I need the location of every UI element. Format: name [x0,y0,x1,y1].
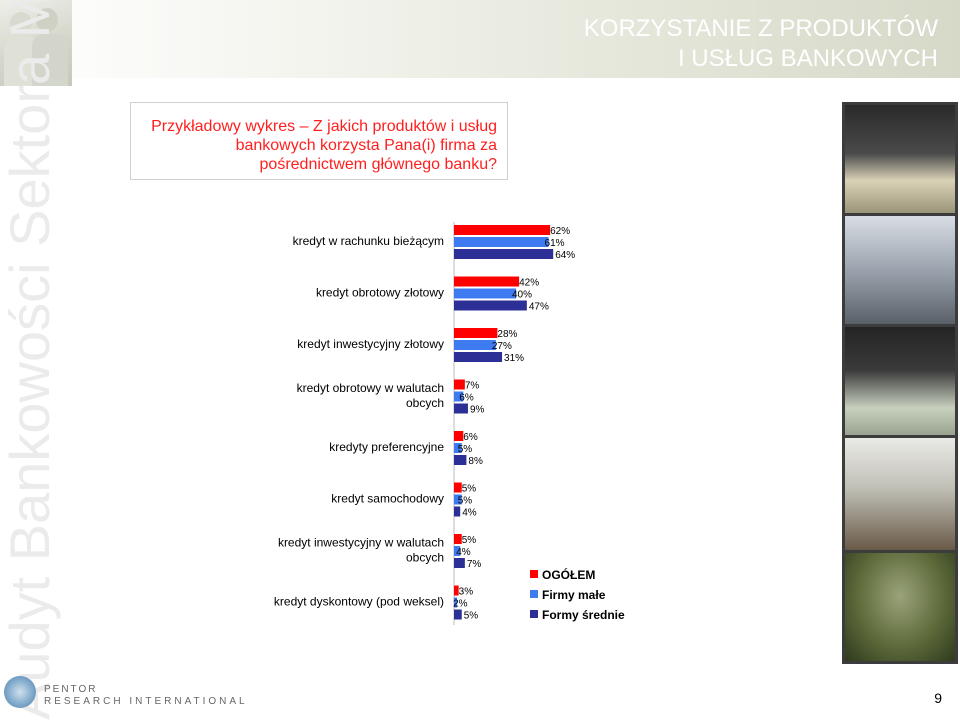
question-text: Przykładowy wykres – Z jakich produktów … [151,118,497,173]
bar [454,403,468,414]
bar [454,597,458,608]
data-label: 4% [462,508,477,519]
bar [454,455,467,465]
legend-item: OGÓŁEM [530,567,625,587]
photo-man-face [845,553,955,661]
data-label: 27% [492,341,512,352]
data-label: 5% [462,484,477,495]
bar [454,585,459,596]
bar [454,379,465,390]
header-band [0,0,960,78]
legend-label: OGÓŁEM [542,568,596,582]
bar [454,443,462,453]
data-label: 7% [465,381,480,392]
data-label: 6% [459,393,474,404]
bar [454,431,464,441]
bar [454,340,496,350]
bar [454,506,461,517]
data-label: 3% [459,587,474,598]
bar [454,237,549,247]
bar [454,276,520,287]
bar [454,558,465,568]
data-label: 28% [497,329,517,340]
legend-label: Formy średnie [542,608,625,622]
legend-swatch [530,570,538,578]
data-label: 64% [555,250,575,261]
bar [454,546,461,556]
category-label: kredyt inwestycyjny złotowy [297,337,444,351]
data-label: 9% [470,405,485,416]
data-label: 2% [453,599,468,610]
category-label: kredyt obrotowy złotowy [316,286,444,300]
data-label: 47% [529,302,549,313]
page-title-line1: KORZYSTANIE Z PRODUKTÓW [583,15,938,42]
page-title-line2: I USŁUG BANKOWYCH [677,45,938,72]
logo-text-line1: PENTOR [44,684,98,695]
legend-swatch [530,590,538,598]
category-label: kredyt dyskontowy (pod weksel) [274,595,444,609]
bar [454,391,464,402]
photo-strip [842,102,958,664]
data-label: 8% [468,456,483,467]
data-label: 61% [545,238,565,249]
data-label: 4% [456,547,471,558]
bar [454,249,554,259]
bar [454,494,462,505]
data-label: 5% [458,444,473,455]
photo-hands-banknotes [845,327,955,435]
data-label: 62% [550,226,570,237]
legend-swatch [530,610,538,618]
category-label: kredyt inwestycyjny w walutach obcych [278,536,444,565]
category-label: kredyty preferencyjne [329,440,444,454]
legend-label: Firmy małe [542,588,606,602]
data-label: 31% [504,353,524,364]
bar [454,534,462,544]
data-label: 6% [463,432,478,443]
bar [454,225,551,235]
data-label: 5% [464,611,479,622]
bar [454,300,527,311]
bar [454,609,462,620]
photo-money-suit [845,105,955,213]
photo-businessman-stairs [845,216,955,324]
question-box: Przykładowy wykres – Z jakich produktów … [130,102,508,180]
page-title: KORZYSTANIE Z PRODUKTÓW I USŁUG BANKOWYC… [584,14,938,74]
photo-chess-pieces [845,438,955,550]
data-label: 42% [519,278,539,289]
category-label: kredyt w rachunku bieżącym [293,234,444,248]
bar [454,482,462,493]
category-label: kredyt samochodowy [331,492,444,506]
bar [454,352,503,362]
data-label: 5% [458,496,473,507]
bar [454,328,498,338]
pentor-logo-icon [4,676,36,708]
bar [454,288,516,299]
data-label: 7% [467,559,482,570]
legend-item: Firmy małe [530,587,625,607]
data-label: 5% [462,535,477,546]
data-label: 40% [512,290,532,301]
logo-text-line2: RESEARCH INTERNATIONAL [44,696,248,707]
chart-legend: OGÓŁEM Firmy małe Formy średnie [530,567,625,627]
category-label: kredyt obrotowy w walutach obcych [297,381,444,410]
page-number: 9 [934,690,942,706]
header-people-image [0,0,72,86]
legend-item: Formy średnie [530,607,625,627]
